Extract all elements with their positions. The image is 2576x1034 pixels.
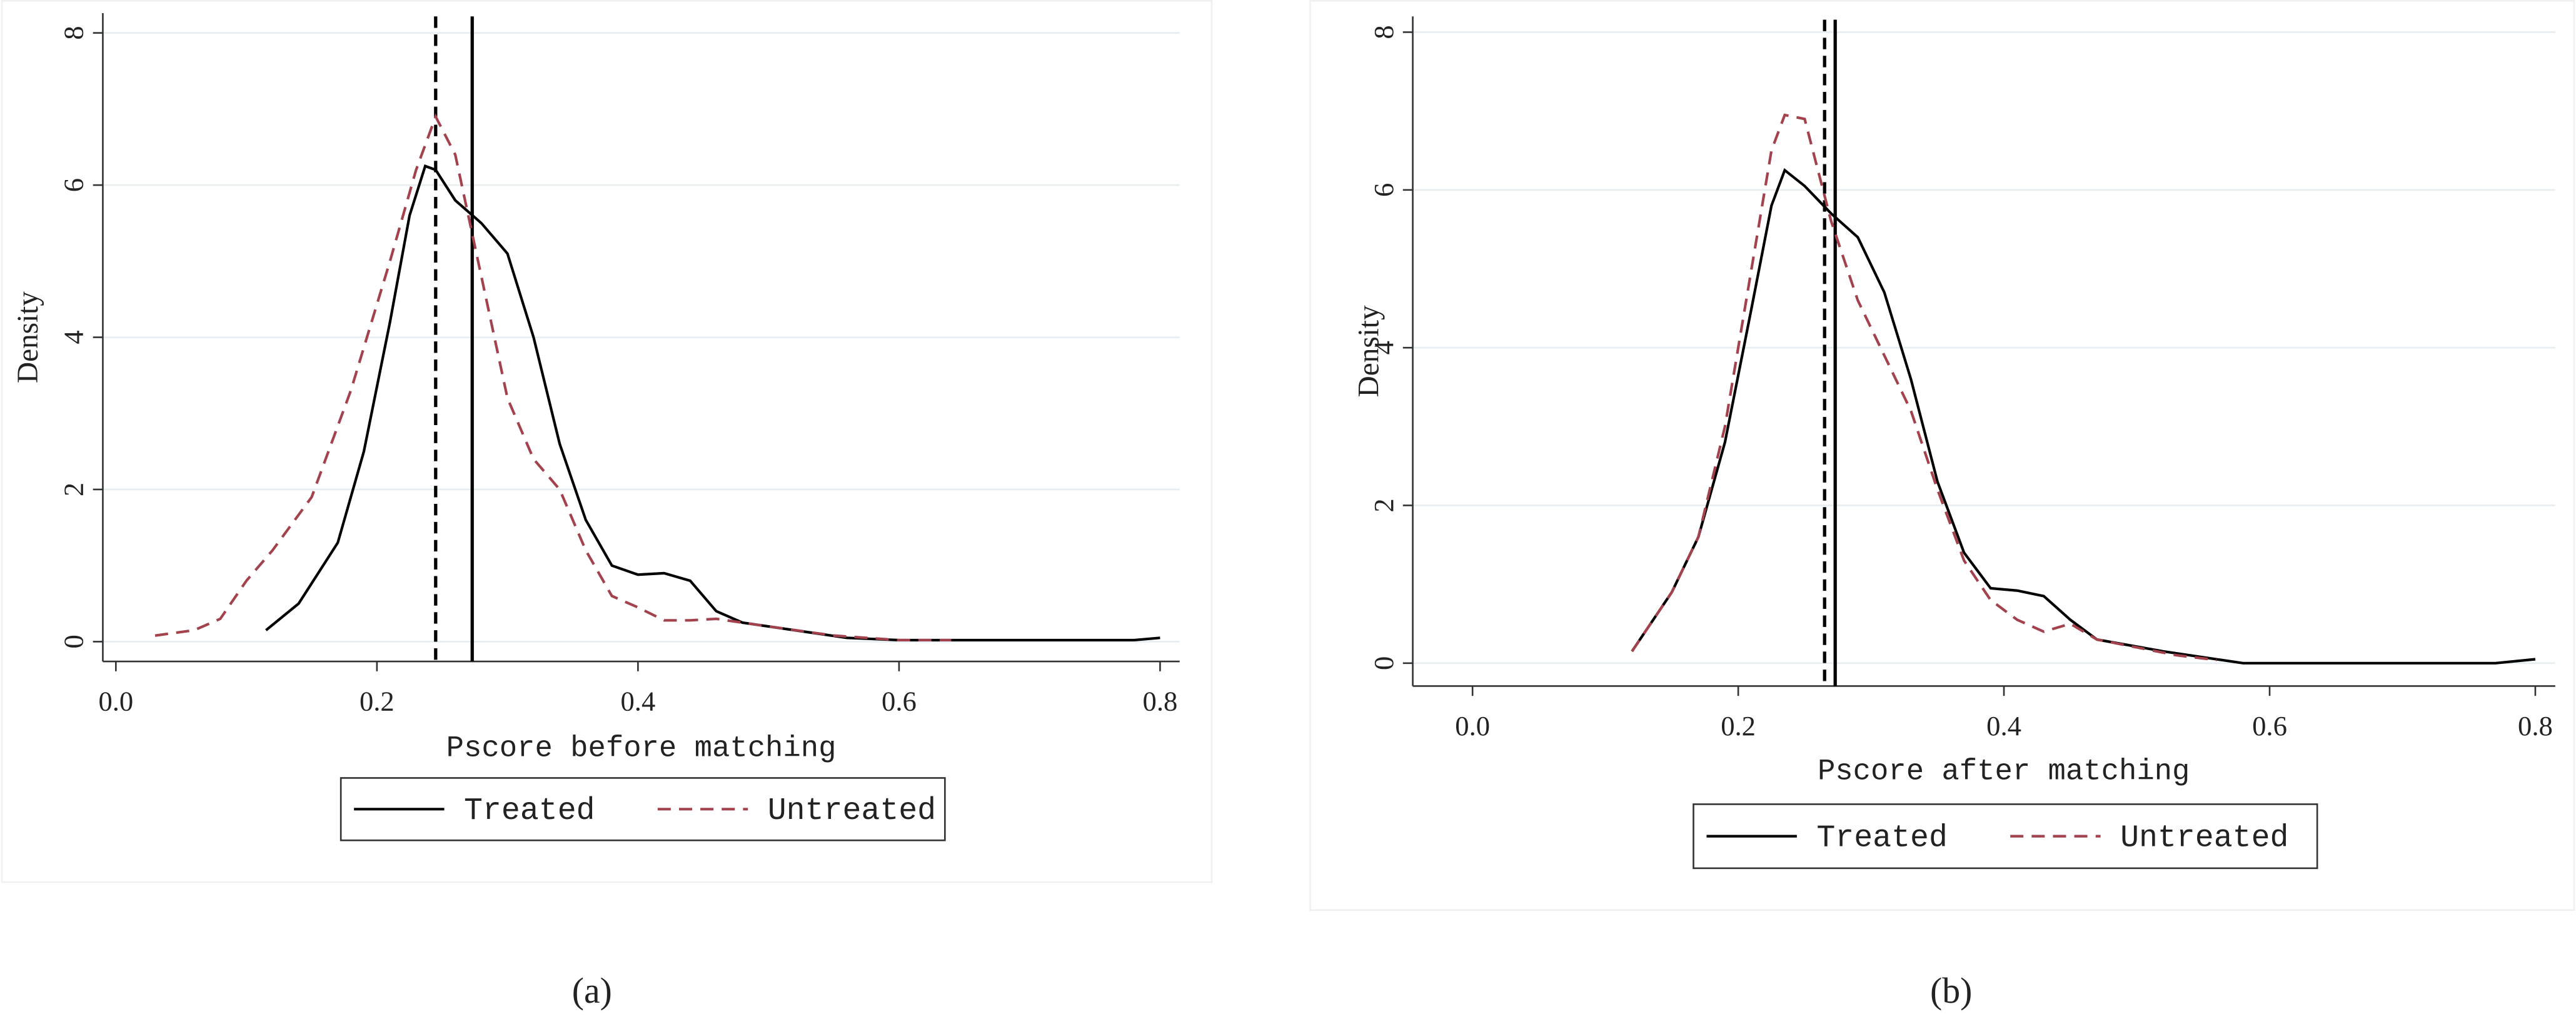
panel-b (1309, 0, 2575, 911)
legend-label: Treated (1816, 820, 1948, 855)
panel-a (1, 0, 1213, 883)
legend-label: Untreated (768, 793, 936, 828)
density-line (1631, 113, 2217, 661)
y-axis-label: Density (1353, 305, 1386, 397)
y-tick-label: 2 (1368, 498, 1399, 512)
x-tick-label: 0.2 (360, 686, 395, 717)
x-tick-label: 0.6 (2252, 710, 2287, 741)
y-tick-label: 6 (1368, 183, 1399, 197)
x-tick-label: 0.2 (1721, 710, 1756, 741)
y-tick-label: 8 (1368, 25, 1399, 39)
x-axis-label: Pscore before matching (446, 733, 837, 766)
x-tick-label: 0.4 (620, 686, 655, 717)
y-tick-label: 0 (58, 635, 89, 648)
y-tick-label: 2 (58, 483, 89, 496)
x-tick-label: 0.0 (98, 686, 133, 717)
x-tick-label: 0.0 (1455, 710, 1490, 741)
x-axis-label: Pscore after matching (1818, 755, 2190, 788)
legend-box (1693, 803, 2318, 870)
y-tick-label: 8 (58, 26, 89, 39)
y-tick-label: 4 (58, 330, 89, 344)
x-tick-label: 0.4 (1986, 710, 2021, 741)
caption: (a) (572, 971, 612, 1011)
y-tick-label: 0 (1368, 656, 1399, 670)
density-line (154, 113, 952, 642)
x-tick-label: 0.8 (2518, 710, 2553, 741)
x-tick-label: 0.6 (882, 686, 917, 717)
y-axis-label: Density (12, 291, 44, 383)
y-tick-label: 4 (1368, 341, 1399, 354)
x-tick-label: 0.8 (1143, 686, 1178, 717)
y-tick-label: 6 (58, 178, 89, 192)
legend-label: Treated (464, 793, 595, 828)
caption: (b) (1930, 971, 1972, 1011)
legend-label: Untreated (2120, 820, 2288, 855)
